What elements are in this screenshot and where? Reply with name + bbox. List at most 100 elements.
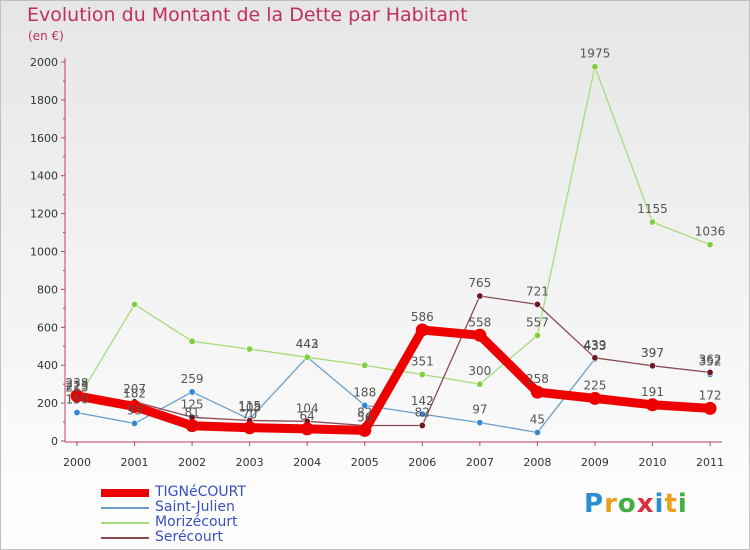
x-tick-label: 2007: [466, 456, 494, 469]
y-tick-label: 200: [37, 397, 58, 410]
data-label: 182: [123, 387, 146, 401]
data-label: 82: [415, 405, 430, 419]
data-label: 259: [181, 372, 204, 386]
data-point-tign-court: [185, 419, 199, 433]
data-label: 172: [699, 388, 722, 402]
data-point-ser-court: [418, 421, 426, 429]
x-tick-label: 2010: [639, 456, 667, 469]
data-label: 558: [468, 315, 491, 329]
data-point-moriz-court: [706, 241, 714, 249]
data-label: 439: [583, 338, 606, 352]
legend-label: TIGNéCOURT: [155, 484, 246, 500]
data-label: 397: [641, 346, 664, 360]
data-label: 721: [526, 284, 549, 298]
data-label: 56: [357, 410, 372, 424]
x-tick-label: 2008: [523, 456, 551, 469]
data-point-tign-court: [703, 401, 717, 415]
data-label: 586: [411, 310, 434, 324]
data-point-moriz-court: [303, 353, 311, 361]
series-line-saint-julien: [76, 356, 596, 434]
data-label: 351: [411, 354, 434, 368]
data-label: 64: [300, 409, 315, 423]
data-label: 397: [641, 346, 664, 360]
x-tick-label: 2005: [351, 456, 379, 469]
x-tick-label: 2009: [581, 456, 609, 469]
data-label: 142: [411, 394, 434, 408]
x-tick-label: 2003: [236, 456, 264, 469]
data-point-saint-julien: [188, 388, 196, 396]
logo-letter: t: [664, 489, 678, 519]
data-point-moriz-court: [418, 370, 426, 378]
data-point-moriz-court: [188, 337, 196, 345]
data-label: 81: [184, 406, 199, 420]
y-tick-label: 0: [51, 435, 58, 448]
data-label: 352: [699, 354, 722, 368]
data-point-tign-court: [300, 422, 314, 436]
legend-swatch: [101, 507, 149, 509]
y-tick-label: 1400: [30, 170, 58, 183]
legend-label: Serécourt: [155, 529, 223, 545]
y-tick-label: 800: [37, 283, 58, 296]
data-point-tign-court: [243, 421, 257, 435]
data-point-moriz-court: [476, 380, 484, 388]
data-label: 258: [526, 372, 549, 386]
y-tick-label: 1600: [30, 132, 58, 145]
data-label: 442: [296, 337, 319, 351]
data-point-moriz-court: [131, 300, 139, 308]
x-tick-label: 2000: [63, 456, 91, 469]
data-point-saint-julien: [418, 410, 426, 418]
legend-swatch: [101, 537, 149, 539]
data-label: 104: [296, 401, 319, 415]
logo-letter: i: [677, 489, 688, 519]
data-point-saint-julien: [533, 428, 541, 436]
y-tick-label: 2000: [30, 56, 58, 69]
logo-letter: P: [584, 489, 605, 519]
data-point-tign-court: [473, 328, 487, 342]
proxiti-logo: Proxiti: [584, 489, 688, 519]
logo-letter: r: [604, 489, 618, 519]
data-label: 1975: [580, 47, 611, 61]
legend-label: Saint-Julien: [155, 499, 235, 515]
data-point-moriz-court: [361, 361, 369, 369]
logo-letter: i: [654, 489, 665, 519]
series-line-ser-court: [76, 295, 711, 427]
data-point-tign-court: [128, 400, 142, 414]
data-label: 223: [66, 379, 89, 393]
x-tick-label: 2001: [121, 456, 149, 469]
y-tick-label: 1800: [30, 94, 58, 107]
x-tick-label: 2004: [293, 456, 321, 469]
data-point-moriz-court: [533, 331, 541, 339]
data-label: 188: [353, 385, 376, 399]
data-label: 150: [66, 393, 89, 407]
data-point-ser-court: [476, 292, 484, 300]
data-point-tign-court: [70, 389, 84, 403]
data-point-ser-court: [533, 300, 541, 308]
chart-title: Evolution du Montant de la Dette par Hab…: [27, 4, 468, 26]
data-label: 97: [472, 403, 487, 417]
x-tick-label: 2006: [408, 456, 436, 469]
data-label: 108: [238, 401, 261, 415]
y-tick-label: 1000: [30, 246, 58, 259]
data-label: 765: [468, 276, 491, 290]
data-label: 70: [242, 408, 257, 422]
data-point-moriz-court: [246, 345, 254, 353]
logo-letter: x: [636, 489, 655, 519]
line-chart: 0 200 400 600 800 1000 1200 1400 1600 1800 2000 200…: [30, 47, 725, 469]
data-label: 225: [583, 378, 606, 392]
data-point-saint-julien: [476, 419, 484, 427]
data-point-ser-court: [648, 362, 656, 370]
data-point-saint-julien: [73, 409, 81, 417]
data-label: 45: [530, 412, 545, 426]
data-label: 300: [468, 364, 491, 378]
data-point-tign-court: [646, 398, 659, 412]
data-label: 93: [127, 403, 142, 417]
data-label: 115: [238, 399, 261, 413]
data-label: 443: [296, 337, 319, 351]
legend-label: Morizécourt: [155, 514, 238, 530]
x-tick-label: 2011: [696, 456, 724, 469]
data-point-tign-court: [358, 423, 372, 437]
logo-letter: o: [617, 489, 637, 519]
data-point-saint-julien: [361, 401, 369, 409]
data-point-moriz-court: [591, 63, 599, 71]
data-label: 238: [66, 376, 89, 390]
